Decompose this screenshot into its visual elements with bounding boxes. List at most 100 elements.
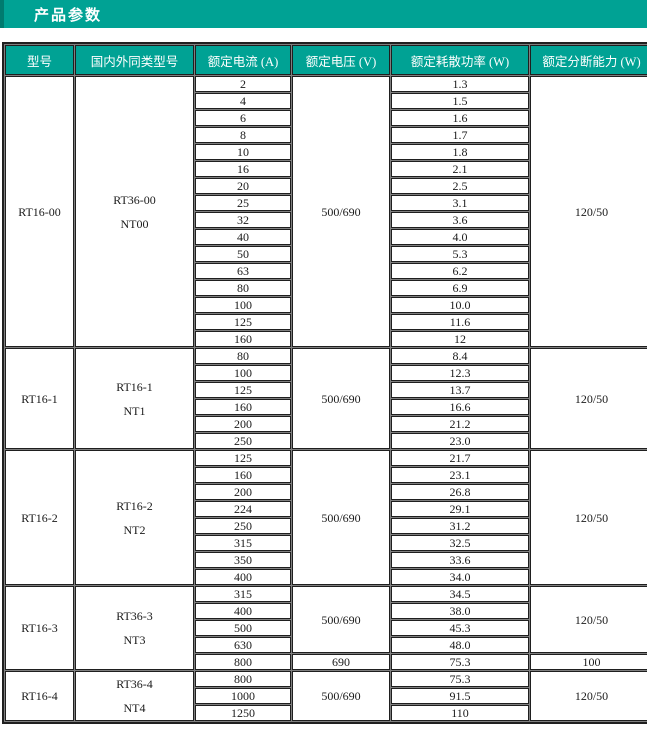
- equivalent-model-line: NT2: [123, 522, 146, 537]
- table-row: 500 45.3: [5, 620, 647, 636]
- current-cell: 125: [195, 450, 291, 466]
- power-cell: 1.8: [391, 144, 529, 160]
- column-header-model: 型号: [5, 45, 74, 75]
- power-cell: 45.3: [391, 620, 529, 636]
- power-cell: 29.1: [391, 501, 529, 517]
- product-parameters-table: 型号 国内外同类型号 额定电流 (A) 额定电压 (V) 额定耗散功率 (W) …: [2, 42, 647, 724]
- equivalent-model-line: RT16-1: [116, 379, 153, 394]
- power-cell: 8.4: [391, 348, 529, 364]
- current-cell: 16: [195, 161, 291, 177]
- model-cell: RT16-3: [5, 586, 74, 670]
- table-row: 63 6.2: [5, 263, 647, 279]
- power-cell: 91.5: [391, 688, 529, 704]
- power-cell: 1.7: [391, 127, 529, 143]
- power-cell: 11.6: [391, 314, 529, 330]
- current-cell: 500: [195, 620, 291, 636]
- table-row: 10 1.8: [5, 144, 647, 160]
- equivalent-model-cell: RT36-3 NT3: [75, 586, 194, 670]
- power-cell: 12: [391, 331, 529, 347]
- table-row: 125 13.7: [5, 382, 647, 398]
- current-cell: 200: [195, 416, 291, 432]
- table-row: 8 1.7: [5, 127, 647, 143]
- breaking-capacity-cell: 120/50: [530, 586, 647, 653]
- power-cell: 6.9: [391, 280, 529, 296]
- power-cell: 10.0: [391, 297, 529, 313]
- model-cell: RT16-4: [5, 671, 74, 721]
- current-cell: 315: [195, 586, 291, 602]
- table-row: 6 1.6: [5, 110, 647, 126]
- table-row: 400 38.0: [5, 603, 647, 619]
- page-title: 产品参数: [34, 6, 103, 24]
- table-row: 25 3.1: [5, 195, 647, 211]
- table-row: RT16-3 RT36-3 NT3 315 500/690 34.5 120/50: [5, 586, 647, 670]
- power-cell: 1.3: [391, 76, 529, 92]
- table-row: 250 31.2: [5, 518, 647, 534]
- current-cell: 10: [195, 144, 291, 160]
- power-cell: 2.1: [391, 161, 529, 177]
- table-row: 16 2.1: [5, 161, 647, 177]
- table-row: 400 34.0: [5, 569, 647, 585]
- current-cell: 8: [195, 127, 291, 143]
- equivalent-model-cell: RT36-4 NT4: [75, 671, 194, 721]
- column-header-rated-current: 额定电流 (A): [195, 45, 291, 75]
- voltage-cell: 500/690: [292, 450, 390, 585]
- breaking-capacity-cell: 120/50: [530, 348, 647, 449]
- table-row: 20 2.5: [5, 178, 647, 194]
- table-row: RT16-4 RT36-4 NT4 800 500/690 75.3 120/50: [5, 671, 647, 721]
- table-row: 160 12: [5, 331, 647, 347]
- voltage-cell: 500/690: [292, 586, 390, 653]
- table-body: RT16-00 RT36-00 NT00 2 500/690 1.3 120/50 4 1.5 6…: [5, 76, 647, 721]
- column-header-equivalent-model: 国内外同类型号: [75, 45, 194, 75]
- table-row: 250 23.0: [5, 433, 647, 449]
- power-cell: 5.3: [391, 246, 529, 262]
- power-cell: 31.2: [391, 518, 529, 534]
- current-cell: 20: [195, 178, 291, 194]
- current-cell: 50: [195, 246, 291, 262]
- table-header-row: 型号 国内外同类型号 额定电流 (A) 额定电压 (V) 额定耗散功率 (W) …: [5, 45, 647, 75]
- model-cell: RT16-00: [5, 76, 74, 347]
- equivalent-model-line: RT36-4: [116, 677, 153, 691]
- current-cell: 160: [195, 467, 291, 483]
- equivalent-model-cell: RT16-2 NT2: [75, 450, 194, 585]
- equivalent-model-line: NT1: [123, 403, 146, 418]
- table-row: 100 10.0: [5, 297, 647, 313]
- current-cell: 224: [195, 501, 291, 517]
- current-cell: 160: [195, 331, 291, 347]
- power-cell: 13.7: [391, 382, 529, 398]
- model-cell: RT16-1: [5, 348, 74, 449]
- voltage-cell: 500/690: [292, 76, 390, 347]
- equivalent-model-line: NT3: [123, 633, 146, 647]
- current-cell: 32: [195, 212, 291, 228]
- current-cell: 63: [195, 263, 291, 279]
- power-cell: 21.2: [391, 416, 529, 432]
- power-cell: 34.5: [391, 586, 529, 602]
- power-cell: 38.0: [391, 603, 529, 619]
- power-cell: 32.5: [391, 535, 529, 551]
- power-cell: 21.7: [391, 450, 529, 466]
- current-cell: 25: [195, 195, 291, 211]
- power-cell: 4.0: [391, 229, 529, 245]
- current-cell: 1000: [195, 688, 291, 704]
- breaking-capacity-cell: 120/50: [530, 450, 647, 585]
- equivalent-model-line: NT4: [123, 701, 146, 715]
- power-cell: 3.1: [391, 195, 529, 211]
- page-title-bar: 产品参数: [0, 0, 647, 28]
- current-cell: 200: [195, 484, 291, 500]
- breaking-capacity-cell: 120/50: [530, 671, 647, 721]
- breaking-capacity-cell: 120/50: [530, 76, 647, 347]
- current-cell: 6: [195, 110, 291, 126]
- table-row: 1250 110: [5, 705, 647, 721]
- power-cell: 16.6: [391, 399, 529, 415]
- table-row: 100 12.3: [5, 365, 647, 381]
- current-cell: 630: [195, 637, 291, 653]
- equivalent-model-line: RT36-3: [116, 609, 153, 623]
- equivalent-model-cell: RT36-00 NT00: [75, 76, 194, 347]
- table-row: 315 32.5: [5, 535, 647, 551]
- current-cell: 80: [195, 348, 291, 364]
- table-row: 800 690 75.3 100: [5, 654, 647, 670]
- breaking-capacity-cell: 100: [530, 654, 647, 670]
- current-cell: 350: [195, 552, 291, 568]
- table-row: 200 26.8: [5, 484, 647, 500]
- column-header-rated-voltage: 额定电压 (V): [292, 45, 390, 75]
- current-cell: 125: [195, 382, 291, 398]
